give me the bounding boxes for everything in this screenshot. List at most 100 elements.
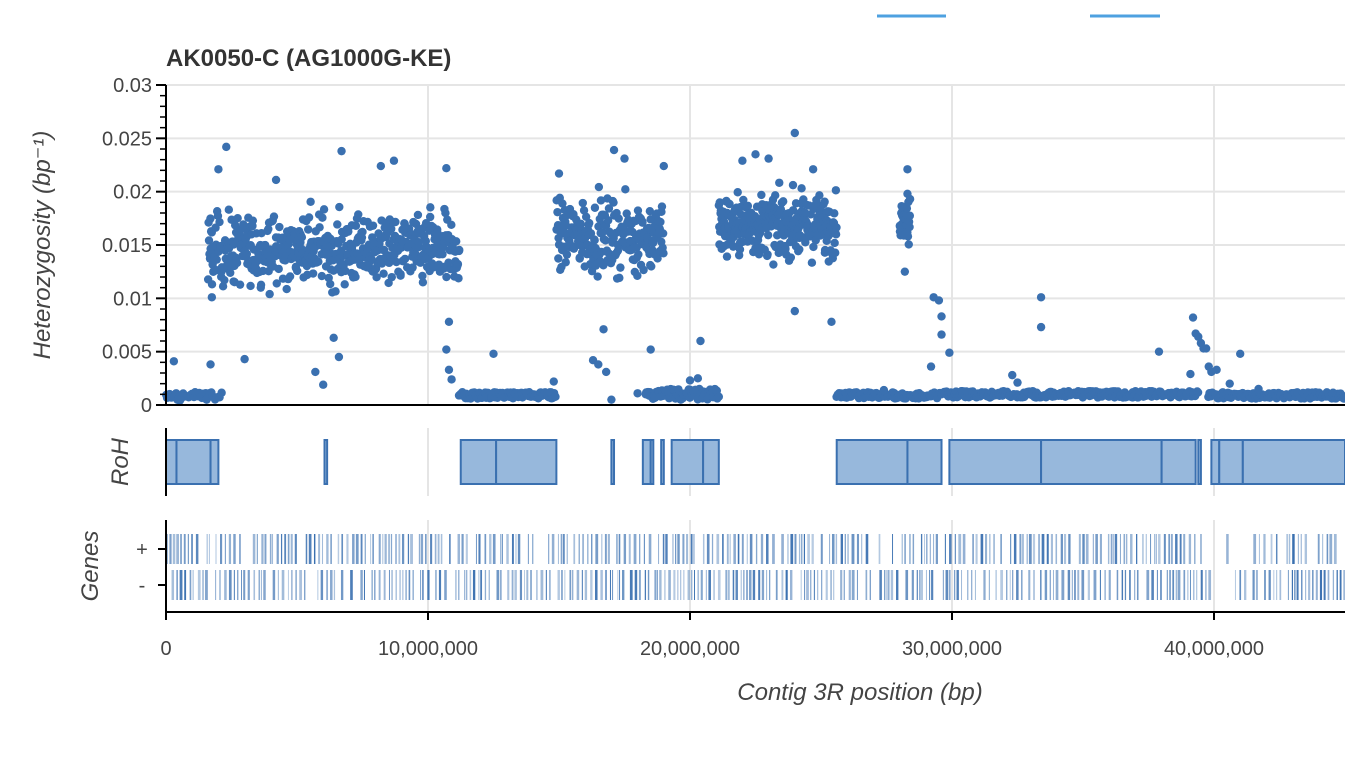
gene-plus-bar xyxy=(975,534,978,564)
gene-plus-bar xyxy=(1288,534,1291,564)
gene-plus-bar xyxy=(591,534,593,564)
gene-plus-bar xyxy=(261,534,264,564)
gene-plus-bar xyxy=(420,534,424,564)
heterozygosity-point xyxy=(368,221,378,230)
heterozygosity-point xyxy=(830,238,839,248)
gene-plus-bar xyxy=(790,534,794,564)
roh-segment xyxy=(702,439,720,485)
gene-plus-bar xyxy=(461,534,464,564)
heterozygosity-point xyxy=(622,209,631,218)
heterozygosity-point xyxy=(413,210,423,220)
gene-plus-bar xyxy=(972,534,974,564)
gene-minus-bar xyxy=(961,570,963,600)
gene-minus-bar xyxy=(884,570,886,600)
gene-plus-bar xyxy=(639,534,641,564)
heterozygosity-point xyxy=(601,367,611,377)
gene-plus-bar xyxy=(909,534,911,564)
gene-minus-bar xyxy=(752,570,756,600)
y-tick-label: 0.03 xyxy=(113,75,152,97)
gene-minus-bar xyxy=(735,570,738,600)
gene-plus-bar xyxy=(851,534,855,564)
roh-segment xyxy=(209,439,220,485)
heterozygosity-point xyxy=(265,289,274,299)
gene-minus-bar xyxy=(1187,570,1189,600)
heterozygosity-point xyxy=(240,354,249,364)
heterozygosity-point xyxy=(317,271,327,281)
gene-plus-bar xyxy=(901,534,903,564)
gene-minus-bar xyxy=(1021,570,1023,600)
gene-plus-bar xyxy=(305,534,308,564)
heterozygosity-point xyxy=(904,240,913,249)
heterozygosity-point xyxy=(337,146,346,156)
x-tick-label: 0 xyxy=(160,638,171,660)
heterozygosity-point xyxy=(311,367,320,377)
gene-plus-bar xyxy=(440,534,443,564)
gene-minus-bar xyxy=(1166,570,1168,600)
heterozygosity-point xyxy=(820,197,829,206)
gene-minus-bar xyxy=(619,570,621,600)
gene-minus-bar xyxy=(804,570,806,600)
heterozygosity-point xyxy=(764,154,773,163)
gene-minus-bar xyxy=(564,570,566,600)
heterozygosity-point xyxy=(830,209,839,218)
gene-plus-bar xyxy=(865,534,869,564)
heterozygosity-point xyxy=(1008,370,1017,380)
y-tick-label: 0.01 xyxy=(113,288,152,310)
heterozygosity-point xyxy=(657,202,667,211)
gene-plus-bar xyxy=(256,534,258,564)
heterozygosity-point xyxy=(418,271,427,281)
gene-minus-bar xyxy=(189,570,192,600)
gene-plus-bar xyxy=(1326,534,1329,564)
gene-plus-bar xyxy=(506,534,509,564)
gene-plus-bar xyxy=(418,534,420,564)
strand-label: - xyxy=(139,575,146,597)
gene-minus-bar xyxy=(1177,570,1181,600)
gene-minus-bar xyxy=(1012,570,1014,600)
heterozygosity-point xyxy=(297,233,307,242)
gene-minus-bar xyxy=(634,570,638,600)
heterozygosity-point xyxy=(693,374,703,383)
gene-plus-bar xyxy=(1055,534,1058,564)
heterozygosity-point xyxy=(282,284,291,294)
gene-plus-bar xyxy=(794,534,797,564)
gene-plus-bar xyxy=(224,534,226,564)
gene-plus-bar xyxy=(1175,534,1178,564)
gene-plus-bar xyxy=(280,534,283,564)
gene-minus-bar xyxy=(769,570,771,600)
heterozygosity-point xyxy=(769,260,778,269)
roh-segment xyxy=(1210,439,1221,485)
grid-lines xyxy=(166,84,1345,612)
heterozygosity-point xyxy=(444,258,453,267)
heterozygosity-point xyxy=(214,165,223,174)
gene-plus-bar xyxy=(1136,534,1138,564)
gene-minus-bar xyxy=(1049,570,1051,600)
gene-plus-bar xyxy=(1019,534,1022,564)
heterozygosity-point xyxy=(733,188,742,197)
gene-minus-bar xyxy=(785,570,788,600)
gene-plus-bar xyxy=(437,534,440,564)
gene-plus-bar xyxy=(749,534,753,564)
gene-minus-bar xyxy=(956,570,959,600)
gene-plus-bar xyxy=(844,534,846,564)
heterozygosity-point xyxy=(593,272,602,281)
gene-plus-bar xyxy=(465,534,468,564)
y-tick-label: 0.025 xyxy=(102,128,152,150)
gene-minus-bar xyxy=(1169,570,1171,600)
gene-plus-bar xyxy=(604,534,607,564)
heterozygosity-point xyxy=(354,210,363,219)
gene-minus-bar xyxy=(1327,570,1330,600)
gene-plus-bar xyxy=(980,534,984,564)
roh-segment xyxy=(660,439,665,485)
gene-minus-bar xyxy=(1160,570,1162,600)
x-tick-label: 40,000,000 xyxy=(1164,638,1264,660)
gene-plus-bar xyxy=(1028,534,1032,564)
heterozygosity-point xyxy=(729,242,738,251)
gene-plus-bar xyxy=(215,534,217,564)
gene-plus-bar xyxy=(1000,534,1002,564)
gene-plus-bar xyxy=(1041,534,1045,564)
gene-minus-bar xyxy=(536,570,538,600)
heterozygosity-point xyxy=(900,267,910,276)
gene-minus-bar xyxy=(945,570,949,600)
gene-minus-bar xyxy=(391,570,393,600)
gene-minus-bar xyxy=(320,570,324,600)
